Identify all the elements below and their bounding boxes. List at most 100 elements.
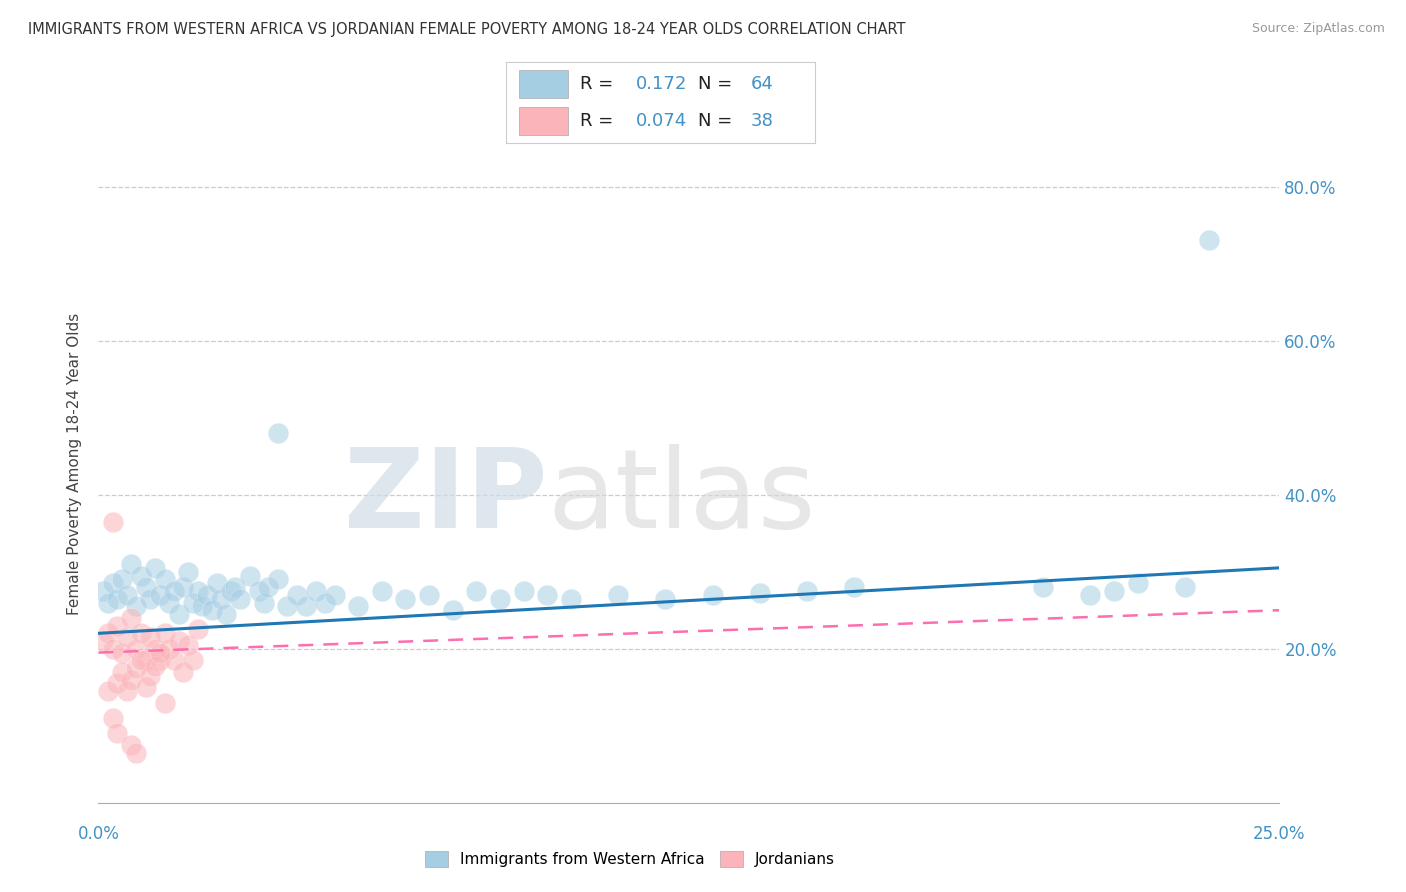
Point: [97, 626, 120, 640]
Point: [111, 573, 134, 587]
Point: [239, 568, 262, 582]
Point: [167, 634, 190, 648]
Point: [143, 561, 166, 575]
Point: [139, 591, 162, 606]
Text: ZIP: ZIP: [344, 444, 547, 551]
Point: [163, 653, 186, 667]
Legend: Immigrants from Western Africa, Jordanians: Immigrants from Western Africa, Jordania…: [419, 845, 841, 873]
Text: Source: ZipAtlas.com: Source: ZipAtlas.com: [1251, 22, 1385, 36]
Point: [105, 726, 128, 740]
Point: [371, 583, 394, 598]
Point: [91, 634, 114, 648]
Point: [257, 580, 280, 594]
Point: [560, 591, 582, 606]
Point: [125, 746, 148, 760]
Point: [187, 583, 209, 598]
Text: 38: 38: [751, 112, 773, 129]
Point: [149, 588, 172, 602]
Point: [135, 680, 157, 694]
Point: [285, 588, 308, 602]
Point: [111, 665, 134, 679]
Point: [121, 557, 143, 571]
Point: [129, 568, 152, 582]
Point: [97, 684, 120, 698]
Point: [607, 588, 630, 602]
Bar: [519, 70, 568, 98]
Point: [418, 588, 440, 602]
Point: [121, 611, 143, 625]
Bar: [519, 107, 568, 135]
Point: [295, 599, 318, 614]
Point: [129, 626, 152, 640]
Point: [394, 591, 416, 606]
Point: [97, 595, 120, 609]
Point: [101, 576, 124, 591]
Point: [177, 638, 200, 652]
Text: atlas: atlas: [547, 444, 815, 551]
Point: [215, 607, 238, 621]
Point: [1126, 576, 1149, 591]
Point: [101, 515, 124, 529]
Point: [129, 653, 152, 667]
Point: [1080, 588, 1102, 602]
Point: [157, 641, 180, 656]
Point: [276, 599, 298, 614]
Point: [224, 580, 246, 594]
Point: [105, 591, 128, 606]
Point: [702, 588, 724, 602]
Point: [167, 607, 190, 621]
Point: [205, 576, 228, 591]
Point: [229, 591, 252, 606]
Point: [125, 641, 148, 656]
Point: [796, 583, 818, 598]
Point: [844, 580, 866, 594]
Point: [105, 676, 128, 690]
Point: [253, 595, 276, 609]
Point: [305, 583, 328, 598]
Point: [143, 641, 166, 656]
Point: [1032, 580, 1054, 594]
Point: [111, 646, 134, 660]
Point: [323, 588, 346, 602]
Point: [187, 623, 209, 637]
Point: [172, 665, 194, 679]
Text: 0.172: 0.172: [636, 75, 688, 93]
Text: IMMIGRANTS FROM WESTERN AFRICA VS JORDANIAN FEMALE POVERTY AMONG 18-24 YEAR OLDS: IMMIGRANTS FROM WESTERN AFRICA VS JORDAN…: [28, 22, 905, 37]
Point: [1174, 580, 1197, 594]
Point: [181, 595, 204, 609]
Text: 0.0%: 0.0%: [77, 825, 120, 843]
Point: [1198, 234, 1220, 248]
Text: R =: R =: [581, 75, 620, 93]
Point: [105, 618, 128, 632]
Point: [91, 583, 114, 598]
Point: [201, 603, 224, 617]
Point: [153, 626, 176, 640]
Point: [135, 580, 157, 594]
Point: [115, 630, 138, 644]
Point: [149, 653, 172, 667]
Point: [125, 599, 148, 614]
Point: [1102, 583, 1125, 598]
Point: [191, 599, 214, 614]
Point: [157, 595, 180, 609]
Point: [115, 588, 138, 602]
Point: [115, 684, 138, 698]
Point: [101, 711, 124, 725]
Text: 25.0%: 25.0%: [1253, 825, 1306, 843]
Text: R =: R =: [581, 112, 620, 129]
Y-axis label: Female Poverty Among 18-24 Year Olds: Female Poverty Among 18-24 Year Olds: [66, 313, 82, 615]
Text: 64: 64: [751, 75, 773, 93]
Point: [314, 595, 336, 609]
Point: [465, 583, 488, 598]
Point: [209, 591, 232, 606]
Point: [172, 580, 194, 594]
Point: [153, 696, 176, 710]
Point: [143, 658, 166, 673]
Point: [267, 425, 290, 440]
Point: [654, 591, 676, 606]
Point: [195, 588, 218, 602]
Point: [489, 591, 512, 606]
Point: [121, 738, 143, 752]
Point: [267, 573, 290, 587]
Point: [153, 573, 176, 587]
